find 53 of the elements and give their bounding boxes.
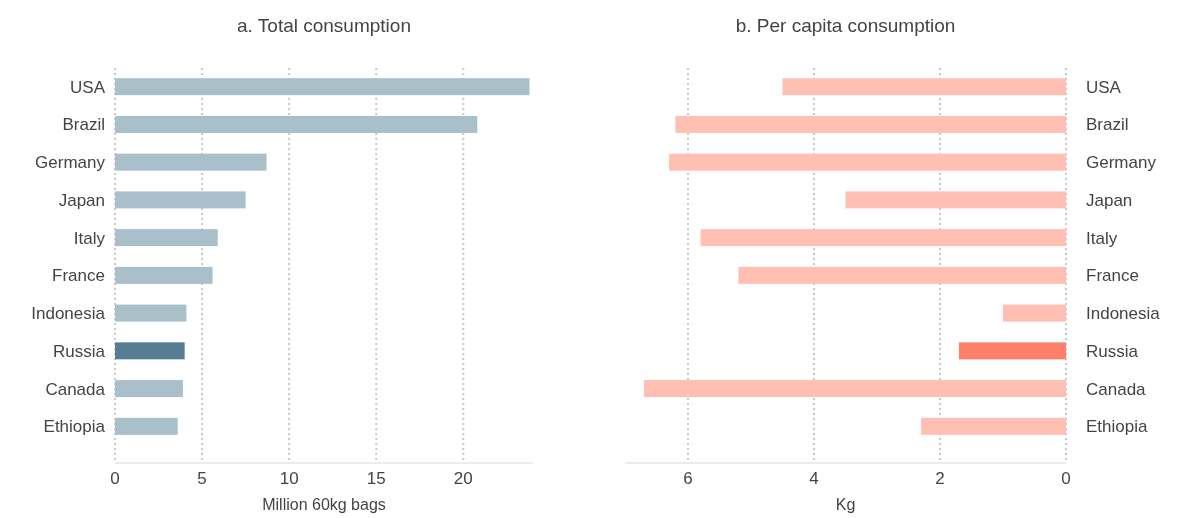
x-axis-title: Million 60kg bags <box>262 496 386 513</box>
bar <box>921 417 1066 435</box>
x-tick-label: 10 <box>279 468 299 488</box>
bar <box>675 115 1066 133</box>
y-tick-label: Germany <box>1086 153 1157 173</box>
x-tick-label: 0 <box>110 468 120 488</box>
x-tick-label: 5 <box>197 468 207 488</box>
y-tick-label: Japan <box>1086 190 1133 210</box>
bar <box>958 342 1066 360</box>
x-tick-label: 0 <box>1061 468 1071 488</box>
bar <box>1003 304 1066 322</box>
bar <box>700 229 1066 247</box>
bar <box>782 78 1066 96</box>
y-tick-label: France <box>52 266 105 286</box>
bar <box>115 417 178 435</box>
x-tick-label: 4 <box>809 468 819 488</box>
y-tick-label: Canada <box>45 379 106 399</box>
bar <box>115 266 213 284</box>
y-tick-label: Germany <box>35 153 106 173</box>
y-tick-label: Russia <box>1086 341 1139 361</box>
bar <box>845 191 1066 209</box>
y-tick-label: Ethiopia <box>1086 417 1148 437</box>
y-tick-label: USA <box>1086 77 1122 97</box>
y-tick-label: Italy <box>73 228 106 248</box>
bar <box>115 229 218 247</box>
chart-title: b. Per capita consumption <box>735 15 956 36</box>
bar <box>115 304 187 322</box>
y-tick-label: France <box>1086 266 1139 286</box>
bar <box>115 153 267 171</box>
bar <box>643 380 1066 398</box>
y-tick-label: Ethiopia <box>43 417 106 437</box>
bar <box>115 115 478 133</box>
chart-title: a. Total consumption <box>237 15 411 36</box>
x-tick-label: 6 <box>683 468 693 488</box>
y-tick-label: USA <box>70 77 106 97</box>
x-tick-label: 15 <box>366 468 386 488</box>
x-axis-title: Kg <box>835 496 856 513</box>
y-tick-label: Brazil <box>62 115 105 135</box>
y-tick-label: Indonesia <box>1086 304 1161 324</box>
bar <box>115 78 530 96</box>
bar <box>115 191 246 209</box>
y-tick-label: Indonesia <box>31 304 106 324</box>
bar <box>669 153 1066 171</box>
y-tick-label: Italy <box>1086 228 1118 248</box>
y-tick-label: Japan <box>58 190 105 210</box>
x-tick-label: 2 <box>935 468 945 488</box>
bar <box>115 342 185 360</box>
bar <box>738 266 1066 284</box>
y-tick-label: Brazil <box>1086 115 1129 135</box>
y-tick-label: Russia <box>53 341 106 361</box>
bar <box>115 380 183 398</box>
x-tick-label: 20 <box>453 468 473 488</box>
y-tick-label: Canada <box>1086 379 1147 399</box>
